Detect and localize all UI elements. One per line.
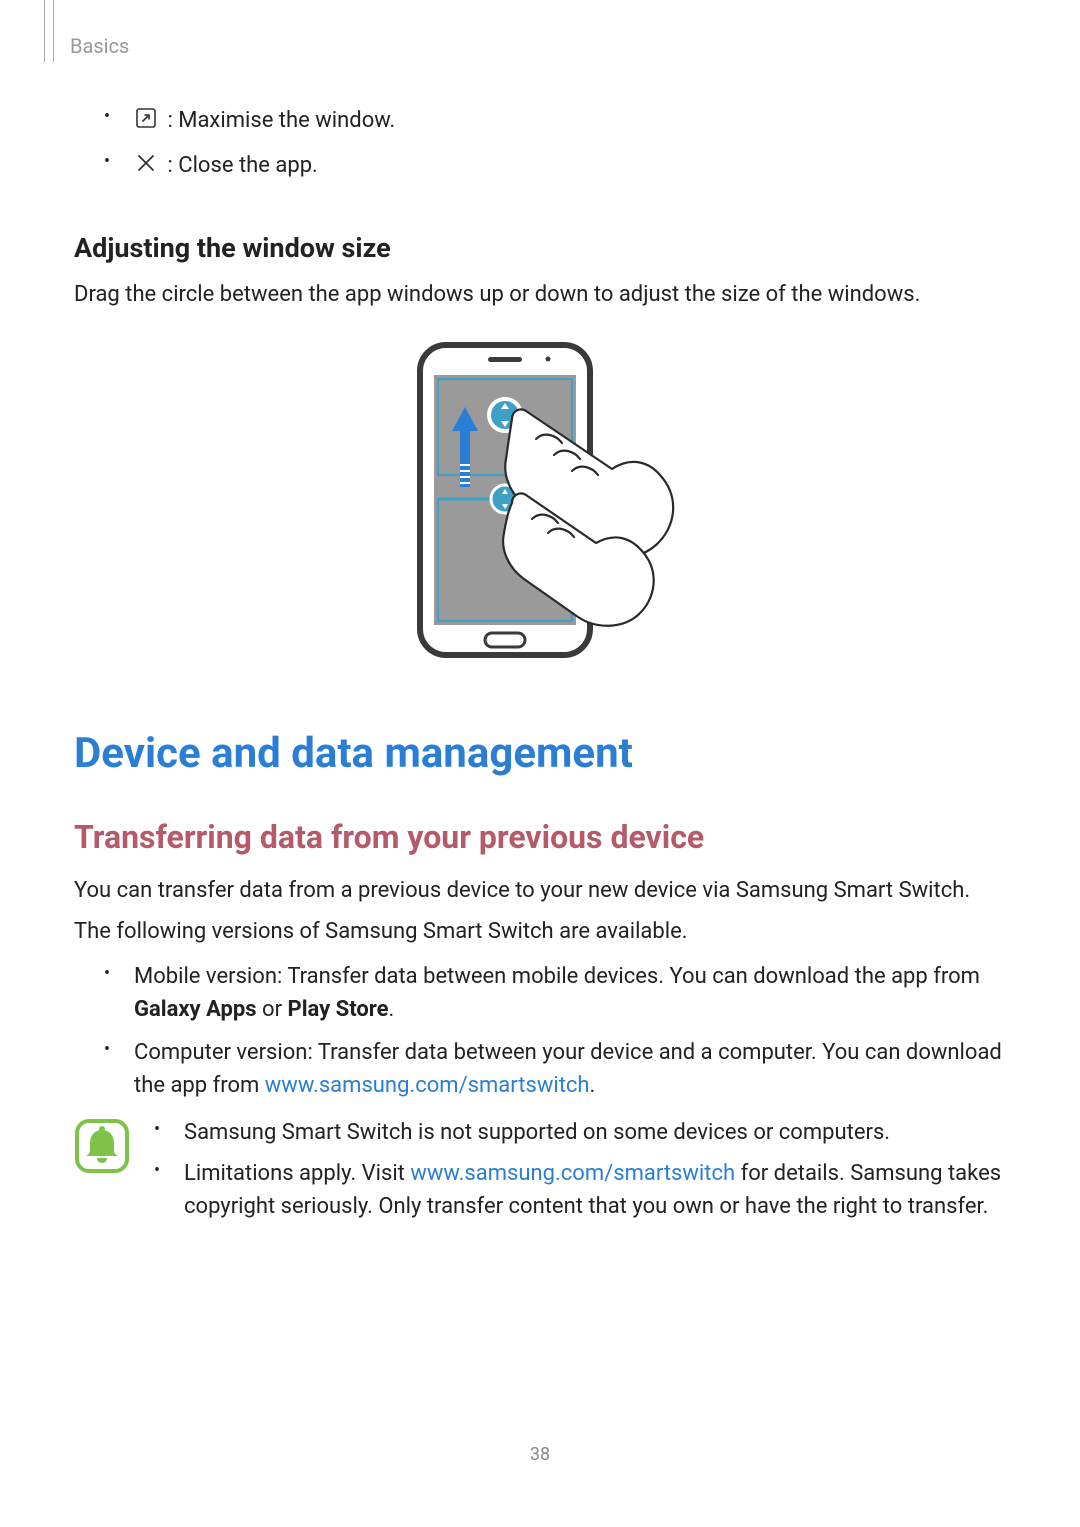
intro-p2: The following versions of Samsung Smart … xyxy=(74,915,1006,948)
icon-action-list: : Maximise the window. : Close the app. xyxy=(104,100,1006,190)
section-header: Basics xyxy=(70,34,129,58)
or-label: or xyxy=(257,997,288,1022)
smartswitch-link[interactable]: www.samsung.com/smartswitch xyxy=(410,1161,735,1186)
intro-p1: You can transfer data from a previous de… xyxy=(74,874,1006,907)
list-item: Limitations apply. Visit www.samsung.com… xyxy=(154,1157,1006,1223)
note-bell-icon xyxy=(74,1116,130,1231)
smartswitch-link[interactable]: www.samsung.com/smartswitch xyxy=(265,1073,590,1098)
note-line2-pre: Limitations apply. Visit xyxy=(184,1161,410,1186)
note-list: Samsung Smart Switch is not supported on… xyxy=(154,1116,1006,1231)
adjusting-text: Drag the circle between the app windows … xyxy=(74,278,1006,311)
note-block: Samsung Smart Switch is not supported on… xyxy=(74,1116,1006,1231)
window-resize-figure xyxy=(74,339,1006,673)
computer-version-post: . xyxy=(590,1073,596,1098)
close-icon xyxy=(134,148,158,190)
maximise-text: : Maximise the window. xyxy=(167,108,395,133)
play-store-label: Play Store xyxy=(288,997,389,1022)
versions-list: Mobile version: Transfer data between mo… xyxy=(104,960,1006,1102)
list-item: Samsung Smart Switch is not supported on… xyxy=(154,1116,1006,1149)
close-text: : Close the app. xyxy=(167,153,317,178)
mobile-version-pre: Mobile version: Transfer data between mo… xyxy=(134,964,980,989)
page-number: 38 xyxy=(0,1444,1080,1465)
list-item: Computer version: Transfer data between … xyxy=(104,1036,1006,1102)
list-item: Mobile version: Transfer data between mo… xyxy=(104,960,1006,1026)
list-item: : Maximise the window. xyxy=(104,100,1006,145)
note-line1: Samsung Smart Switch is not supported on… xyxy=(184,1120,890,1145)
h1-device-data-management: Device and data management xyxy=(74,729,1006,778)
maximise-icon xyxy=(134,103,158,145)
adjusting-heading: Adjusting the window size xyxy=(74,232,1006,264)
mobile-version-post: . xyxy=(389,997,395,1022)
header-rule xyxy=(44,0,54,62)
h2-transferring-data: Transferring data from your previous dev… xyxy=(74,818,1006,856)
list-item: : Close the app. xyxy=(104,145,1006,190)
galaxy-apps-label: Galaxy Apps xyxy=(134,997,257,1022)
page-content: : Maximise the window. : Close the app. … xyxy=(0,0,1080,1231)
